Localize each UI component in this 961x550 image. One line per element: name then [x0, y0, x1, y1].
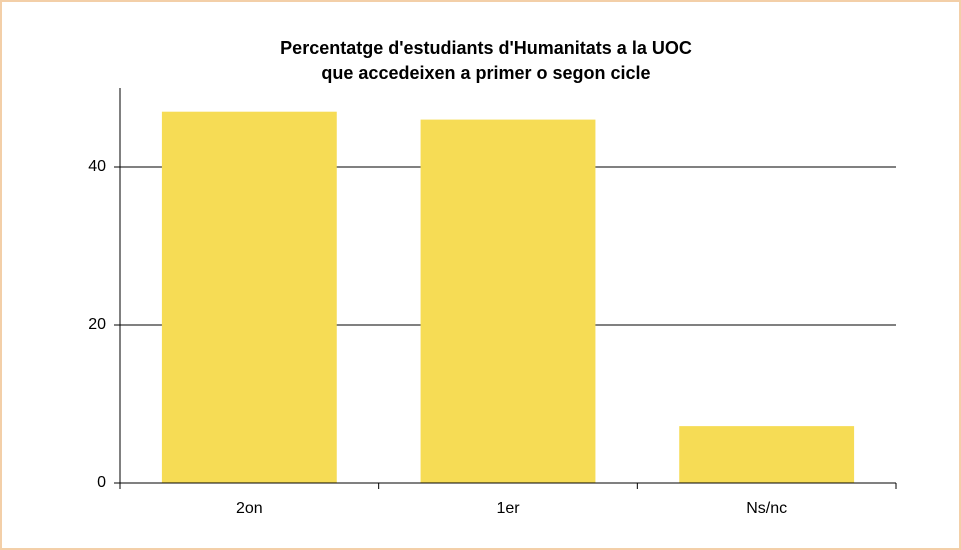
y-tick-label: 40	[88, 158, 106, 175]
chart-title: que accedeixen a primer o segon cicle	[321, 63, 650, 83]
chart-title: Percentatge d'estudiants d'Humanitats a …	[280, 38, 692, 58]
bar	[420, 119, 596, 483]
x-tick-label: 2on	[236, 500, 263, 517]
y-tick-label: 20	[88, 316, 106, 333]
y-tick-label: 0	[97, 474, 106, 491]
bar	[679, 426, 855, 483]
bar	[161, 111, 337, 483]
x-tick-label: 1er	[496, 500, 520, 517]
x-tick-label: Ns/nc	[746, 500, 787, 517]
